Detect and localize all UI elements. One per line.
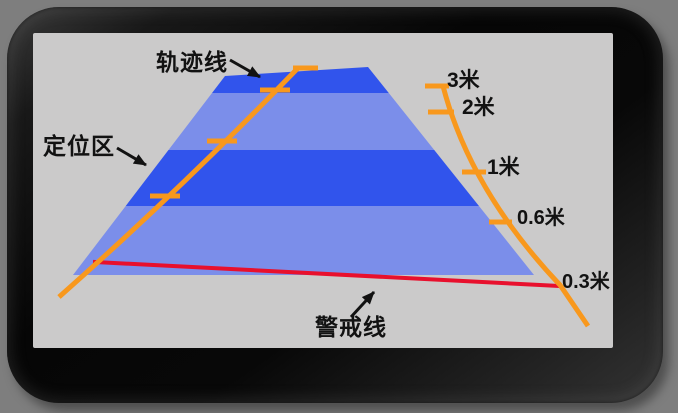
distance-ruler-right xyxy=(425,83,591,328)
camera-display-screen: 轨迹线 定位区 警戒线 3米 2米 1米 0.6米 0.3米 xyxy=(33,33,613,348)
trajectory-arrow xyxy=(229,58,261,79)
warning-line-label: 警戒线 xyxy=(315,314,387,340)
distance-label-1m: 1米 xyxy=(487,156,520,179)
distance-label-2m: 2米 xyxy=(462,96,495,119)
distance-label-0-3m: 0.3米 xyxy=(562,271,610,293)
positioning-zone-label: 定位区 xyxy=(43,133,115,159)
distance-label-0-6m: 0.6米 xyxy=(517,207,565,229)
distance-label-3m: 3米 xyxy=(447,69,480,92)
positioning-arrow xyxy=(116,146,147,167)
guideline-diagram-canvas xyxy=(57,58,591,328)
trajectory-ruler-left xyxy=(57,65,318,299)
warning-arrow xyxy=(349,290,376,319)
annotation-arrows xyxy=(116,58,376,319)
trajectory-line-left xyxy=(57,66,300,299)
warning-line xyxy=(92,259,563,289)
trajectory-line-label: 轨迹线 xyxy=(156,49,228,75)
